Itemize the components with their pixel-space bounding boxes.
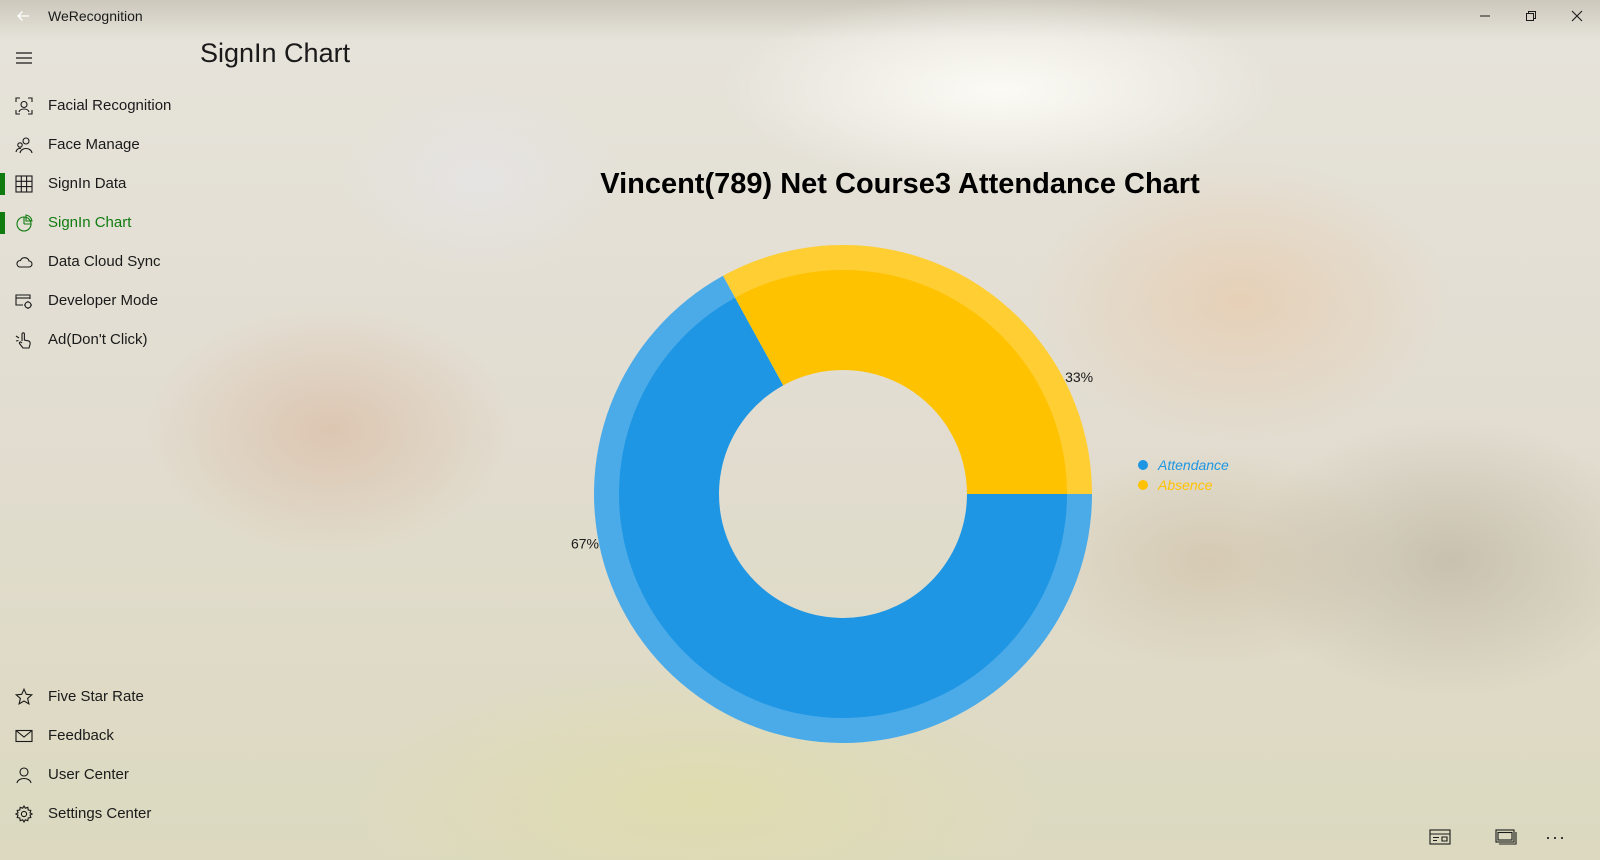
nav-item-label: Data Cloud Sync bbox=[48, 253, 161, 270]
nav-item-label: Settings Center bbox=[48, 805, 152, 822]
face-scan-icon bbox=[14, 96, 34, 116]
minimize-button[interactable] bbox=[1462, 0, 1508, 32]
pie-chart-icon bbox=[14, 213, 34, 233]
mail-icon bbox=[14, 726, 34, 746]
page-title: SignIn Chart bbox=[200, 38, 351, 68]
legend-marker-icon bbox=[1138, 480, 1148, 490]
window-button[interactable] bbox=[1486, 820, 1526, 854]
nav-item-feedback[interactable]: Feedback bbox=[0, 716, 180, 756]
app-title: WeRecognition bbox=[48, 8, 143, 24]
cloud-icon bbox=[14, 252, 34, 272]
nav-item-label: Face Manage bbox=[48, 136, 140, 153]
nav-item-label: Facial Recognition bbox=[48, 97, 172, 114]
pie-slice-absence[interactable] bbox=[735, 270, 1067, 494]
nav-item-settings-center[interactable]: Settings Center bbox=[0, 794, 180, 834]
minimize-icon bbox=[1480, 15, 1490, 17]
nav-item-label: Ad(Don't Click) bbox=[48, 331, 148, 348]
nav-item-developer-mode[interactable]: Developer Mode bbox=[0, 281, 180, 321]
nav-item-ad[interactable]: Ad(Don't Click) bbox=[0, 320, 180, 360]
star-icon bbox=[14, 687, 34, 707]
legend-label: Absence bbox=[1158, 477, 1213, 493]
window-icon bbox=[1495, 829, 1517, 845]
nav-item-signin-chart[interactable]: SignIn Chart bbox=[0, 203, 180, 243]
nav-item-label: Five Star Rate bbox=[48, 688, 144, 705]
navigation-pane: Facial Recognition Face Manage SignIn Da… bbox=[0, 32, 180, 860]
chart-legend: Attendance Absence bbox=[1138, 455, 1229, 495]
nav-item-label: User Center bbox=[48, 766, 129, 783]
developer-icon bbox=[14, 291, 34, 311]
restore-icon bbox=[1526, 11, 1536, 21]
legend-item-absence[interactable]: Absence bbox=[1138, 475, 1229, 495]
nav-item-label: SignIn Chart bbox=[48, 214, 132, 231]
restore-button[interactable] bbox=[1508, 0, 1554, 32]
legend-item-attendance[interactable]: Attendance bbox=[1138, 455, 1229, 475]
nav-item-label: SignIn Data bbox=[48, 175, 127, 192]
data-label-absence: 33% bbox=[1065, 369, 1093, 385]
nav-item-face-manage[interactable]: Face Manage bbox=[0, 125, 180, 165]
back-button[interactable] bbox=[8, 4, 38, 28]
chart-title: Vincent(789) Net Course3 Attendance Char… bbox=[600, 168, 1200, 200]
person-icon bbox=[14, 765, 34, 785]
touch-hand-icon bbox=[14, 330, 34, 350]
nav-item-facial-recognition[interactable]: Facial Recognition bbox=[0, 86, 180, 126]
bottom-app-bar: ... bbox=[1420, 820, 1600, 860]
nav-item-user-center[interactable]: User Center bbox=[0, 755, 180, 795]
selection-indicator bbox=[0, 212, 5, 234]
title-bar: WeRecognition bbox=[0, 0, 1600, 32]
caption-icon bbox=[1429, 829, 1451, 845]
nav-item-data-cloud-sync[interactable]: Data Cloud Sync bbox=[0, 242, 180, 282]
legend-marker-icon bbox=[1138, 460, 1148, 470]
pie-slice-outer-absence[interactable] bbox=[723, 245, 1092, 494]
gear-icon bbox=[14, 804, 34, 824]
hamburger-icon bbox=[16, 52, 32, 64]
selection-indicator bbox=[0, 173, 5, 195]
nav-item-label: Developer Mode bbox=[48, 292, 159, 309]
people-icon bbox=[14, 135, 34, 155]
nav-item-signin-data[interactable]: SignIn Data bbox=[0, 164, 180, 204]
menu-button[interactable] bbox=[8, 42, 40, 74]
back-arrow-icon bbox=[17, 11, 29, 21]
nav-item-five-star-rate[interactable]: Five Star Rate bbox=[0, 677, 180, 717]
nav-item-label: Feedback bbox=[48, 727, 114, 744]
pie-slice-attendance[interactable] bbox=[619, 297, 1067, 719]
legend-label: Attendance bbox=[1158, 457, 1229, 473]
data-label-attendance: 67% bbox=[571, 536, 599, 552]
caption-button[interactable] bbox=[1420, 820, 1460, 854]
close-button[interactable] bbox=[1554, 0, 1600, 32]
grid-icon bbox=[14, 174, 34, 194]
more-icon: ... bbox=[1545, 822, 1567, 843]
more-button[interactable]: ... bbox=[1536, 820, 1576, 854]
close-icon bbox=[1571, 10, 1583, 22]
